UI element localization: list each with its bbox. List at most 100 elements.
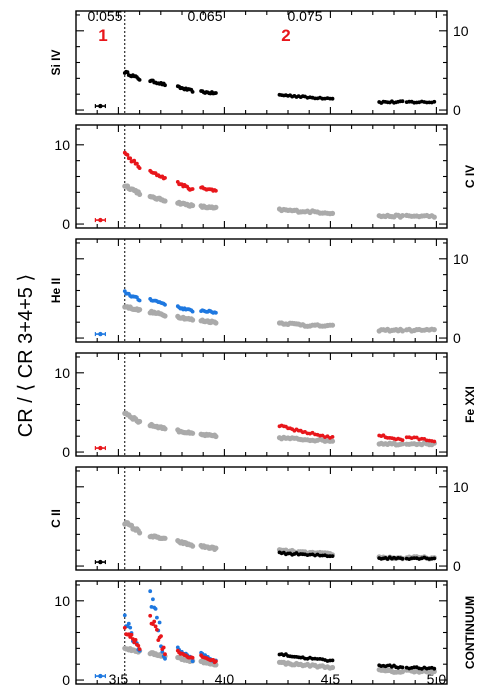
data-point <box>122 625 127 630</box>
data-point <box>161 645 166 650</box>
data-point <box>213 320 219 326</box>
data-point <box>128 156 133 161</box>
panel-label: CONTINUUM <box>463 596 477 669</box>
panel-label: Si IV <box>49 49 63 75</box>
data-point <box>137 298 142 303</box>
data-point <box>137 647 142 652</box>
data-point <box>151 597 155 602</box>
data-point <box>153 624 158 629</box>
y-tick-label: 0 <box>62 216 70 232</box>
series-red <box>94 150 218 223</box>
panel-label: C IV <box>463 165 477 188</box>
panel-c-iv: 0 10 C IV <box>54 124 477 232</box>
series-black <box>277 652 437 671</box>
panel-si-iv: 0 10 Si IV <box>49 10 469 118</box>
series-grey <box>122 183 437 220</box>
series-blue <box>94 289 218 337</box>
annotation-2: 2 <box>281 26 290 45</box>
panel-fe-xxi: 0 10 Fe XXI <box>54 352 477 460</box>
top-axis-tick-label: 0.055 <box>87 8 122 24</box>
data-point <box>330 554 335 558</box>
panel-frame <box>75 466 448 571</box>
y-tick-label: 10 <box>453 23 469 39</box>
data-point <box>129 632 134 637</box>
data-point <box>137 530 143 536</box>
data-point <box>190 202 196 209</box>
data-point <box>137 78 142 82</box>
data-point <box>163 302 167 307</box>
panel-label: Fe XXI <box>463 386 477 423</box>
series-black <box>94 550 437 565</box>
data-point <box>148 613 153 618</box>
data-point <box>400 556 405 561</box>
series-grey <box>122 304 437 334</box>
data-point <box>190 317 196 323</box>
series-grey <box>122 410 437 448</box>
data-point <box>399 328 406 334</box>
data-point <box>125 70 130 75</box>
data-point <box>400 438 405 442</box>
data-point <box>157 620 162 625</box>
y-tick-label: 0 <box>453 558 461 574</box>
data-point <box>98 103 103 109</box>
data-point <box>432 99 437 104</box>
y-tick-label: 0 <box>453 102 461 118</box>
data-point <box>160 649 165 654</box>
panel-continuum: 0 10 CONTINUUM <box>54 580 477 688</box>
panel-frame <box>75 124 448 229</box>
panel-label: C II <box>49 509 63 528</box>
data-point <box>330 96 335 101</box>
series-grey <box>122 645 437 676</box>
data-point <box>399 213 406 219</box>
panel-frame <box>75 352 448 457</box>
y-tick-label: 10 <box>453 251 469 267</box>
data-point <box>126 621 131 626</box>
data-point <box>214 91 218 95</box>
y-tick-label: 10 <box>54 137 70 153</box>
data-point <box>98 331 103 337</box>
y-axis-label: CR / ⟨ CR 3+4+5 ⟩ <box>15 274 37 437</box>
data-point <box>163 83 167 88</box>
panel-frame <box>75 238 448 343</box>
y-tick-label: 10 <box>54 593 70 609</box>
data-point <box>148 589 153 594</box>
data-point <box>163 176 167 180</box>
data-point <box>400 665 405 670</box>
data-point <box>399 441 406 447</box>
y-tick-label: 0 <box>62 444 70 460</box>
data-point <box>431 214 437 220</box>
data-point <box>329 210 336 216</box>
data-point <box>98 673 103 679</box>
data-point <box>190 309 195 314</box>
panel-label: He II <box>49 278 63 303</box>
data-point <box>162 198 168 204</box>
data-point <box>135 161 139 166</box>
data-point <box>137 166 142 171</box>
data-point <box>128 625 133 630</box>
data-point <box>155 615 159 620</box>
data-point <box>213 433 219 440</box>
data-point <box>214 659 218 664</box>
top-axis-tick-label: 0.065 <box>187 8 222 24</box>
data-point <box>98 445 103 451</box>
data-point <box>159 634 163 638</box>
data-point <box>214 188 218 193</box>
y-tick-label: 0 <box>453 330 461 346</box>
data-point <box>98 217 103 223</box>
data-point <box>431 327 437 333</box>
data-point <box>132 158 137 163</box>
data-point <box>399 669 406 675</box>
data-point <box>432 666 437 671</box>
series-blue <box>94 589 218 679</box>
data-point <box>329 438 336 444</box>
data-point <box>213 204 219 210</box>
series-red <box>122 613 218 665</box>
data-point <box>190 90 195 94</box>
series-grey <box>122 520 437 562</box>
data-point <box>432 556 437 561</box>
data-point <box>214 310 218 315</box>
data-point <box>153 607 158 611</box>
data-point <box>190 187 195 191</box>
data-point <box>190 655 195 660</box>
panel-c-ii: 0 10 C II <box>49 466 469 574</box>
